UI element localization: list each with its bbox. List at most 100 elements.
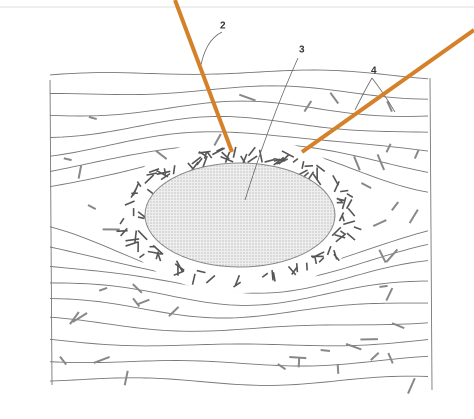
layer-line [49,116,429,138]
ring-fiber [247,146,256,157]
ring-fiber [116,229,128,233]
ring-fiber [287,265,297,276]
fiber [132,283,143,294]
core [144,162,336,268]
fiber [77,165,83,179]
ring-fiber [232,146,237,158]
ring-fiber [234,274,241,286]
fiber [336,363,340,374]
ring-fiber [326,245,332,256]
ring-fiber [144,174,155,185]
ring-fiber [187,162,194,169]
fiber [69,311,80,325]
ring-fiber [119,217,125,225]
ring-fiber [157,254,162,262]
ring-fiber [125,238,140,242]
ring-fiber [172,165,176,175]
fiber [239,93,256,102]
ring-fiber [271,269,274,281]
ring-fiber [152,244,164,255]
ring-fiber [336,197,343,203]
ring-fiber [205,274,216,284]
fiber [303,100,313,113]
fibers [59,92,420,394]
layer-line [49,355,429,367]
layer-line [50,85,429,100]
fiber [360,182,372,189]
ring-fiber [132,183,139,196]
ring-fiber [343,220,356,226]
ring-fiber [347,207,356,217]
pointer-line [173,0,234,153]
fiber [93,356,110,364]
ring-fiber [346,193,354,199]
ring-fiber [345,199,353,210]
fiber [353,156,361,171]
ring-fiber [173,270,185,277]
ring-fiber [137,229,148,241]
fiber [63,157,72,162]
layer-line [49,280,428,306]
layer-line [49,69,429,80]
layer-line [49,338,429,347]
ring-fiber [155,251,160,260]
ring-fiber [278,154,290,165]
ring-fiber [272,272,276,282]
ring-fiber [134,230,138,243]
fiber [98,286,108,292]
ring-fiber [333,253,340,262]
fiber [376,153,386,171]
ring-fiber [163,168,167,175]
layer-line [49,375,429,386]
ring-fiber [206,151,213,159]
fiber [155,149,168,160]
ring-fiber [264,158,275,163]
fiber [137,298,150,305]
fiber [168,306,180,317]
fiber [407,377,416,394]
ring-fiber [160,172,171,181]
ring-fiber [148,167,160,174]
layer-line [49,100,429,117]
ring-fiber [216,147,224,152]
ring-fiber [341,197,347,210]
pointer-line [300,28,474,154]
ring-fiber [191,273,196,285]
fiber [329,92,340,105]
ring-fiber [224,151,231,163]
fiber [385,287,394,301]
ring-fiber [261,272,269,278]
ring-fiber [147,250,157,254]
layer-line [49,298,428,319]
ring-fiber [258,149,263,163]
ring-fiber [334,233,346,239]
ring-fiber [314,256,318,265]
ring-fiber [156,169,169,178]
fiber [289,356,307,360]
ring-fiber [281,150,295,158]
ring-fiber [291,266,298,275]
ring-fiber [307,171,315,181]
fiber [345,342,362,351]
fiber [277,363,287,371]
ring-fiber [311,251,325,259]
ring-fiber [196,269,206,274]
ring-fiber [233,281,242,288]
fiber [88,115,97,121]
fiber [385,143,392,153]
ring-fiber [338,212,345,222]
ring-fiber [292,158,299,164]
ring-fiber [124,200,135,206]
ring-fiber [301,161,305,169]
fiber [132,297,141,308]
ring-fiber [341,215,345,222]
ring-fiber [146,172,158,176]
ring-fiber [174,263,185,271]
fiber [320,348,331,353]
fiber [408,209,419,224]
leader-2 [199,31,223,71]
ring-fiber [191,156,202,165]
panel-edge [49,77,433,391]
label-3: 3 [299,45,305,56]
ring-fiber [125,241,139,247]
